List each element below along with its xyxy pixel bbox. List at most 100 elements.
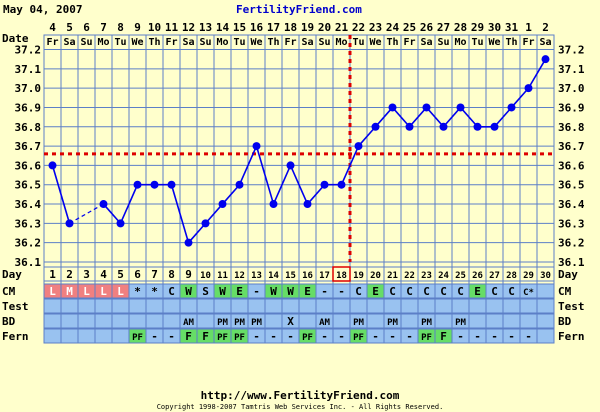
test-cell xyxy=(298,298,317,314)
bd-value: PM xyxy=(353,318,364,328)
temperature-line xyxy=(391,106,411,128)
test-cell xyxy=(468,298,487,314)
test-cell xyxy=(349,298,368,314)
y-tick-label-left: 37.1 xyxy=(15,63,42,76)
day-row-label-right: Day xyxy=(558,268,578,281)
bd-cell xyxy=(485,313,504,329)
bd-cell xyxy=(366,313,385,329)
temperature-point xyxy=(456,103,465,112)
y-tick-label-left: 36.1 xyxy=(15,256,42,269)
temperature-point xyxy=(388,103,397,112)
fern-cell xyxy=(94,328,113,344)
fern-value: - xyxy=(168,330,175,343)
test-cell xyxy=(264,298,283,314)
weekday-label: Sa xyxy=(63,37,75,48)
test-cell xyxy=(434,298,453,314)
site-title-link[interactable]: FertilityFriend.com xyxy=(236,3,362,16)
bd-value: PM xyxy=(387,318,398,328)
bd-cell xyxy=(196,313,215,329)
weekday-label: Mo xyxy=(216,37,228,48)
temperature-line xyxy=(255,145,275,205)
cm-value: L xyxy=(100,285,107,298)
y-tick-label-right: 36.1 xyxy=(558,256,585,269)
test-cell xyxy=(247,298,266,314)
day-value: 20 xyxy=(370,271,381,281)
temperature-line xyxy=(187,222,207,244)
weekday-label: Fr xyxy=(522,37,534,48)
weekday-label: We xyxy=(369,37,381,48)
bd-cell xyxy=(60,313,79,329)
bd-row-label-right: BD xyxy=(558,315,572,328)
y-tick-label-left: 37.2 xyxy=(15,44,42,57)
date-label: 15 xyxy=(233,21,246,34)
temperature-point xyxy=(541,55,550,64)
fern-value: - xyxy=(491,330,498,343)
chart-date: May 04, 2007 xyxy=(3,3,83,16)
temperature-point xyxy=(252,142,261,151)
date-row-label: Date xyxy=(2,32,29,45)
date-label: 11 xyxy=(165,21,179,34)
bd-cell xyxy=(332,313,351,329)
cm-value: - xyxy=(338,285,345,298)
fern-value: F xyxy=(202,330,209,343)
cm-value: C xyxy=(423,285,430,298)
day-value: 8 xyxy=(168,268,175,281)
cm-value: C xyxy=(440,285,447,298)
bd-cell xyxy=(468,313,487,329)
date-label: 30 xyxy=(488,21,501,34)
y-tick-label-right: 36.7 xyxy=(558,140,585,153)
temperature-point xyxy=(371,122,380,131)
bd-row-label: BD xyxy=(2,315,16,328)
date-label: 25 xyxy=(403,21,416,34)
test-cell xyxy=(179,298,198,314)
cm-value: L xyxy=(49,285,56,298)
bd-cell xyxy=(536,313,555,329)
bd-cell xyxy=(77,313,96,329)
date-label: 7 xyxy=(100,21,107,34)
test-cell xyxy=(502,298,521,314)
fern-value: - xyxy=(287,330,294,343)
bd-value: PM xyxy=(251,318,262,328)
bd-cell xyxy=(145,313,164,329)
cm-value: S xyxy=(202,285,209,298)
weekday-label: Fr xyxy=(46,37,58,48)
weekday-label: Sa xyxy=(182,37,194,48)
fern-value: - xyxy=(270,330,277,343)
day-value: 9 xyxy=(185,268,192,281)
test-cell xyxy=(536,298,555,314)
y-tick-label-right: 36.4 xyxy=(558,198,585,211)
temperature-point xyxy=(422,103,431,112)
y-tick-label-right: 36.5 xyxy=(558,179,585,192)
cm-value: M xyxy=(66,285,73,298)
temperature-line xyxy=(170,184,190,243)
y-tick-label-left: 36.3 xyxy=(15,217,42,230)
cm-value: * xyxy=(151,285,158,298)
test-cell xyxy=(417,298,436,314)
temperature-point xyxy=(473,122,482,131)
temperature-point xyxy=(218,200,227,209)
day-value: 26 xyxy=(472,271,483,281)
temperature-point xyxy=(524,84,533,93)
day-value: 11 xyxy=(217,271,228,281)
test-cell xyxy=(196,298,215,314)
test-cell xyxy=(145,298,164,314)
footer-url: http://www.FertilityFriend.com xyxy=(200,389,400,402)
cm-row-label-right: CM xyxy=(558,285,572,298)
bd-cell xyxy=(264,313,283,329)
temperature-point xyxy=(167,180,176,189)
date-label: 22 xyxy=(352,21,365,34)
weekday-label: Su xyxy=(80,37,92,48)
test-cell xyxy=(111,298,130,314)
temperature-line xyxy=(357,126,377,147)
day-value: 6 xyxy=(134,268,141,281)
day-value: 22 xyxy=(404,271,415,281)
weekday-label: Tu xyxy=(233,37,245,48)
day-value: 13 xyxy=(251,271,262,281)
cm-value: C xyxy=(457,285,464,298)
date-label: 1 xyxy=(525,21,532,34)
bd-cell xyxy=(111,313,130,329)
bd-value: AM xyxy=(183,318,194,328)
weekday-label: Sa xyxy=(539,37,551,48)
fern-value: - xyxy=(151,330,158,343)
bd-cell xyxy=(94,313,113,329)
